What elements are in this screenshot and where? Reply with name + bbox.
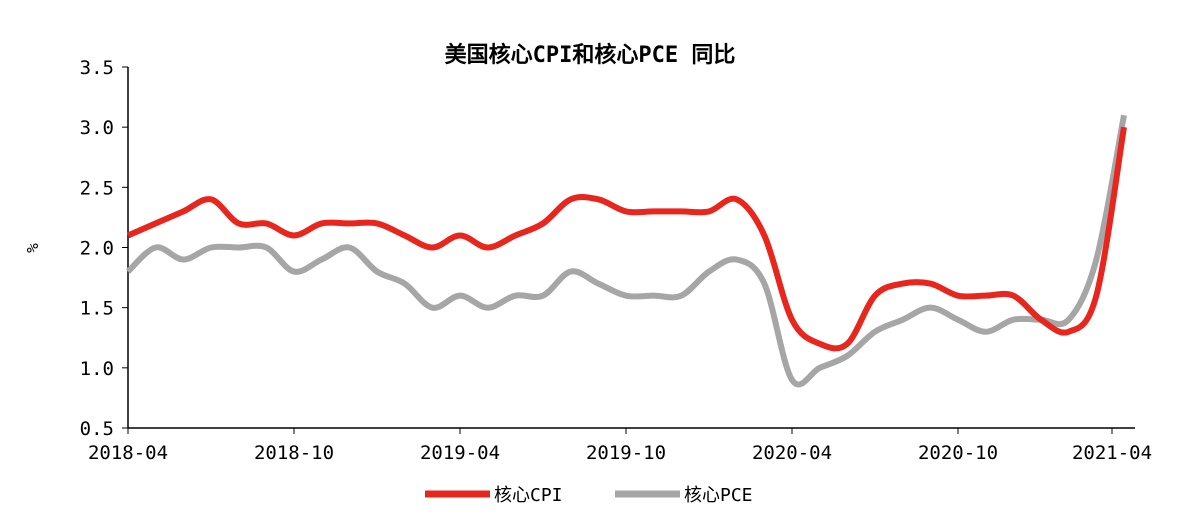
x-tick-label: 2020-10 — [918, 442, 998, 464]
legend: 核心CPI 核心PCE — [425, 485, 753, 506]
y-tick-label: 3.5 — [80, 57, 114, 79]
y-axis-label: % — [23, 243, 42, 253]
x-tick-label: 2019-10 — [586, 442, 666, 464]
y-tick-label: 1.0 — [80, 358, 114, 380]
y-tick-label: 3.0 — [80, 117, 114, 139]
x-tick-label: 2020-04 — [752, 442, 832, 464]
y-tick-label: 1.5 — [80, 298, 114, 320]
x-tick-label: 2018-10 — [254, 442, 334, 464]
legend-label-cpi: 核心CPI — [494, 485, 563, 506]
series-line-cpi — [126, 126, 1127, 352]
y-tick-label: 2.5 — [80, 177, 114, 199]
chart-title: 美国核心CPI和核心PCE 同比 — [445, 42, 736, 68]
legend-label-pce: 核心PCE — [684, 485, 753, 506]
x-tick-label: 2018-04 — [88, 442, 168, 464]
y-tick-label: 0.5 — [80, 418, 114, 440]
series-line-pce — [125, 114, 1127, 388]
y-tick-label: 2.0 — [80, 238, 114, 260]
x-tick-label: 2019-04 — [420, 442, 500, 464]
x-tick-label: 2021-04 — [1072, 442, 1152, 464]
